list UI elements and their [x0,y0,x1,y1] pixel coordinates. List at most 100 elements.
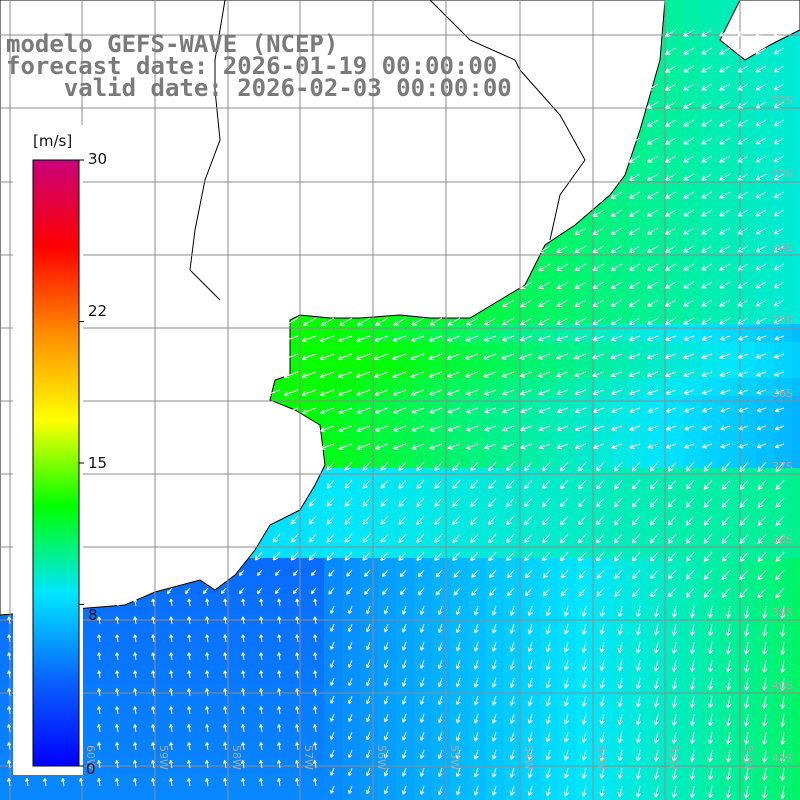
field-cell [504,504,523,523]
field-cell [792,450,800,469]
field-cell [612,288,631,307]
field-cell [666,468,685,487]
field-cell [666,234,685,253]
field-cell [486,486,505,505]
field-cell [324,738,343,757]
field-cell [594,558,613,577]
longitude-label: 51W [742,745,755,770]
field-cell [360,558,379,577]
field-cell [630,594,649,613]
field-cell [774,468,793,487]
field-cell [702,648,721,667]
field-cell [522,504,541,523]
field-cell [612,378,631,397]
field-cell [720,126,739,145]
field-cell [756,594,775,613]
field-cell [396,558,415,577]
field-cell [450,468,469,487]
field-cell [702,576,721,595]
field-cell [630,702,649,721]
field-cell [576,306,595,325]
latitude-label: 38S [772,533,793,546]
field-cell [576,558,595,577]
field-cell [180,792,199,800]
field-cell [558,414,577,433]
field-cell [342,720,361,739]
field-cell [450,576,469,595]
longitude-label: 59W [157,745,170,770]
field-cell [558,558,577,577]
field-cell [630,198,649,217]
field-cell [270,792,289,800]
field-cell [90,792,109,800]
field-cell [630,450,649,469]
field-cell [396,630,415,649]
field-cell [792,792,800,800]
field-cell [450,594,469,613]
field-cell [648,144,667,163]
field-cell [630,792,649,800]
field-cell [756,54,775,73]
field-cell [738,162,757,181]
field-cell [792,288,800,307]
field-cell [630,378,649,397]
field-cell [792,720,800,739]
field-cell [450,630,469,649]
field-cell [270,540,289,559]
field-cell [666,0,685,19]
field-cell [612,270,631,289]
field-cell [702,270,721,289]
field-cell [612,414,631,433]
colorbar-gradient [32,159,80,767]
field-cell [432,576,451,595]
field-cell [774,54,793,73]
field-cell [468,522,487,541]
field-cell [684,252,703,271]
field-cell [666,576,685,595]
field-cell [576,630,595,649]
field-cell [756,450,775,469]
field-cell [774,144,793,163]
field-cell [504,522,523,541]
field-cell [792,486,800,505]
field-cell [702,72,721,91]
field-cell [648,468,667,487]
field-cell [396,504,415,523]
field-cell [792,180,800,199]
field-cell [774,216,793,235]
field-cell [324,648,343,667]
field-cell [576,324,595,343]
field-cell [666,450,685,469]
field-cell [360,540,379,559]
field-cell [666,126,685,145]
field-cell [468,432,487,451]
field-cell [630,468,649,487]
field-cell [648,522,667,541]
field-cell [522,468,541,487]
field-cell [774,612,793,631]
field-cell [342,702,361,721]
longitude-label: 56W [375,745,388,770]
field-cell [684,540,703,559]
field-cell [648,108,667,127]
field-cell [594,468,613,487]
field-cell [342,612,361,631]
field-cell [612,468,631,487]
field-cell [504,702,523,721]
field-cell [792,360,800,379]
field-cell [792,594,800,613]
field-cell [432,504,451,523]
field-cell [594,450,613,469]
field-cell [774,558,793,577]
field-cell [666,144,685,163]
field-cell [738,198,757,217]
field-cell [702,450,721,469]
field-cell [720,486,739,505]
field-cell [486,396,505,415]
field-cell [486,558,505,577]
field-cell [522,432,541,451]
field-cell [558,432,577,451]
field-cell [252,576,271,595]
field-cell [504,540,523,559]
valid-date: valid date: 2026-02-03 00:00:00 [6,74,512,102]
